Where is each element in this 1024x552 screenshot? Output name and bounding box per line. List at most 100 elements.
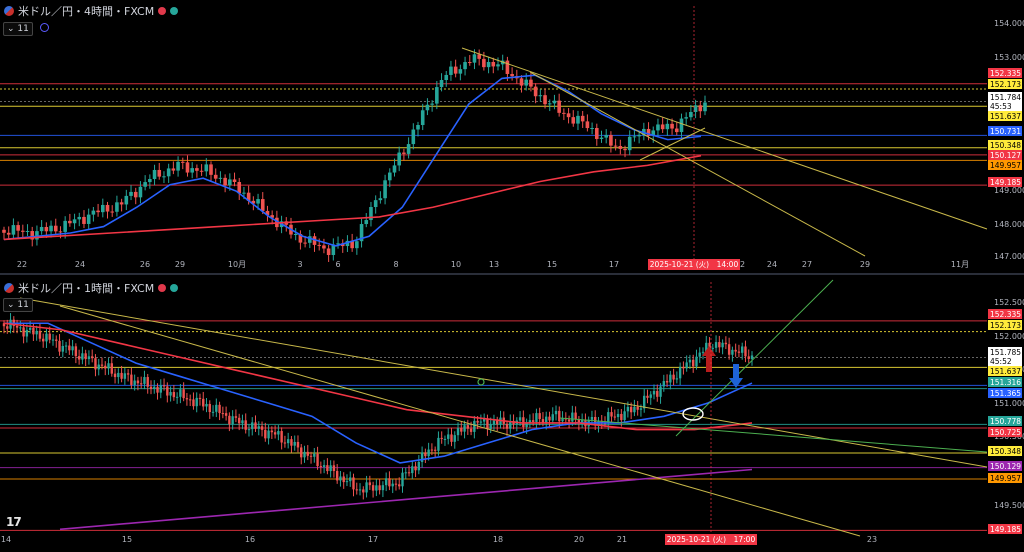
- candle-body: [545, 416, 548, 424]
- candle-body: [649, 394, 652, 398]
- candle-body: [185, 398, 189, 400]
- candle-body: [208, 403, 211, 413]
- candle-body: [129, 191, 133, 196]
- candle-body: [358, 489, 362, 491]
- time-tick-label: 29: [175, 260, 185, 269]
- candle-body: [124, 195, 129, 205]
- candle-body: [149, 386, 153, 390]
- candle-body: [505, 423, 509, 429]
- top-chart-header: 米ドル／円・4時間・FXCM: [4, 3, 179, 19]
- price-tag-badge: [988, 92, 1022, 102]
- price-tick-label: 148.000: [994, 220, 1024, 229]
- price-tag-badge: [988, 150, 1022, 160]
- candle-body: [440, 437, 443, 439]
- candle-body: [139, 383, 143, 385]
- candle-body: [576, 115, 580, 124]
- candle-body: [74, 346, 78, 357]
- top-chart-title[interactable]: 米ドル／円・4時間・FXCM: [18, 5, 155, 18]
- candle-body: [82, 216, 86, 224]
- candle-body: [613, 145, 618, 147]
- candle-body: [110, 211, 115, 213]
- time-tick-label: 26: [140, 260, 150, 269]
- candle-body: [567, 419, 571, 422]
- candle-body: [316, 453, 319, 467]
- candle-body: [326, 248, 331, 256]
- candle-body: [590, 127, 594, 129]
- trendline: [639, 127, 706, 161]
- bottom-chart-title[interactable]: 米ドル／円・1時間・FXCM: [18, 282, 155, 295]
- candle-body: [531, 420, 535, 422]
- candle-body: [678, 366, 682, 379]
- candle-body: [30, 231, 35, 240]
- candle-body: [629, 406, 633, 413]
- candle-body: [237, 182, 242, 194]
- candle-body: [633, 406, 636, 413]
- candle-body: [535, 413, 538, 422]
- candle-body: [96, 210, 100, 213]
- candle-body: [620, 413, 623, 421]
- time-tick-label: 10月: [228, 260, 246, 269]
- moving-average-line: [59, 468, 753, 531]
- time-tick-label: 3: [297, 260, 302, 269]
- price-tick-label: 149.000: [994, 186, 1024, 195]
- time-tick-label: 11月: [951, 260, 969, 269]
- candle-body: [397, 152, 401, 166]
- trendline: [59, 305, 861, 537]
- tradingview-logo: 17: [6, 515, 22, 529]
- candle-body: [623, 148, 627, 151]
- candle-body: [234, 416, 238, 418]
- candle-body: [246, 192, 251, 201]
- bottom-interval-toggle[interactable]: ⌄ 11: [3, 298, 33, 312]
- candle-body: [257, 426, 260, 429]
- up-arrow-icon: [702, 346, 716, 372]
- time-tick-label: 8: [393, 260, 398, 269]
- candle-body: [466, 425, 470, 429]
- candle-body: [81, 353, 84, 360]
- candle-body: [218, 404, 221, 414]
- top-interval-toggle[interactable]: ⌄ 11: [3, 22, 33, 36]
- candle-body: [414, 466, 417, 471]
- candle-body: [326, 465, 329, 472]
- candle-body: [277, 431, 280, 435]
- crosshair-date-label: 2025-10-21 (火) 14:00: [650, 260, 739, 269]
- candle-body: [53, 225, 58, 232]
- chevron-down-icon: ⌄: [7, 300, 15, 310]
- candle-body: [435, 87, 439, 104]
- candle-body: [561, 418, 564, 422]
- candle-body: [136, 380, 140, 384]
- price-tag-badge: [988, 356, 1022, 366]
- candle-body: [185, 162, 190, 173]
- candle-body: [394, 483, 398, 485]
- candle-body: [319, 466, 323, 468]
- candle-body: [312, 236, 317, 245]
- candle-body: [378, 485, 381, 491]
- candle-body: [300, 447, 303, 458]
- candle-body: [120, 372, 123, 379]
- price-tag-label: 152.173: [990, 321, 1021, 330]
- price-tag-label: 152.335: [990, 69, 1021, 78]
- indicator-settings-icon[interactable]: [40, 23, 49, 32]
- price-tag-label: 149.185: [990, 178, 1021, 187]
- candle-body: [646, 128, 651, 136]
- price-tag-label: 151.365: [990, 389, 1021, 398]
- candle-body: [19, 327, 22, 329]
- candle-body: [202, 398, 205, 407]
- price-tick-label: 147.000: [994, 252, 1024, 261]
- candle-body: [49, 225, 53, 232]
- candle-body: [618, 145, 623, 149]
- trendline: [675, 279, 834, 437]
- candle-body: [406, 144, 411, 154]
- candle-body: [166, 386, 169, 396]
- candle-body: [528, 420, 532, 423]
- price-tick-label: 153.000: [994, 53, 1024, 62]
- candle-body: [437, 437, 440, 451]
- candle-body: [384, 478, 388, 486]
- candle-body: [265, 210, 270, 216]
- time-tick-label: 29: [860, 260, 870, 269]
- candle-body: [110, 363, 113, 374]
- candle-body: [242, 192, 246, 194]
- candle-body: [355, 489, 358, 491]
- trendline: [19, 297, 988, 468]
- candle-body: [524, 79, 529, 86]
